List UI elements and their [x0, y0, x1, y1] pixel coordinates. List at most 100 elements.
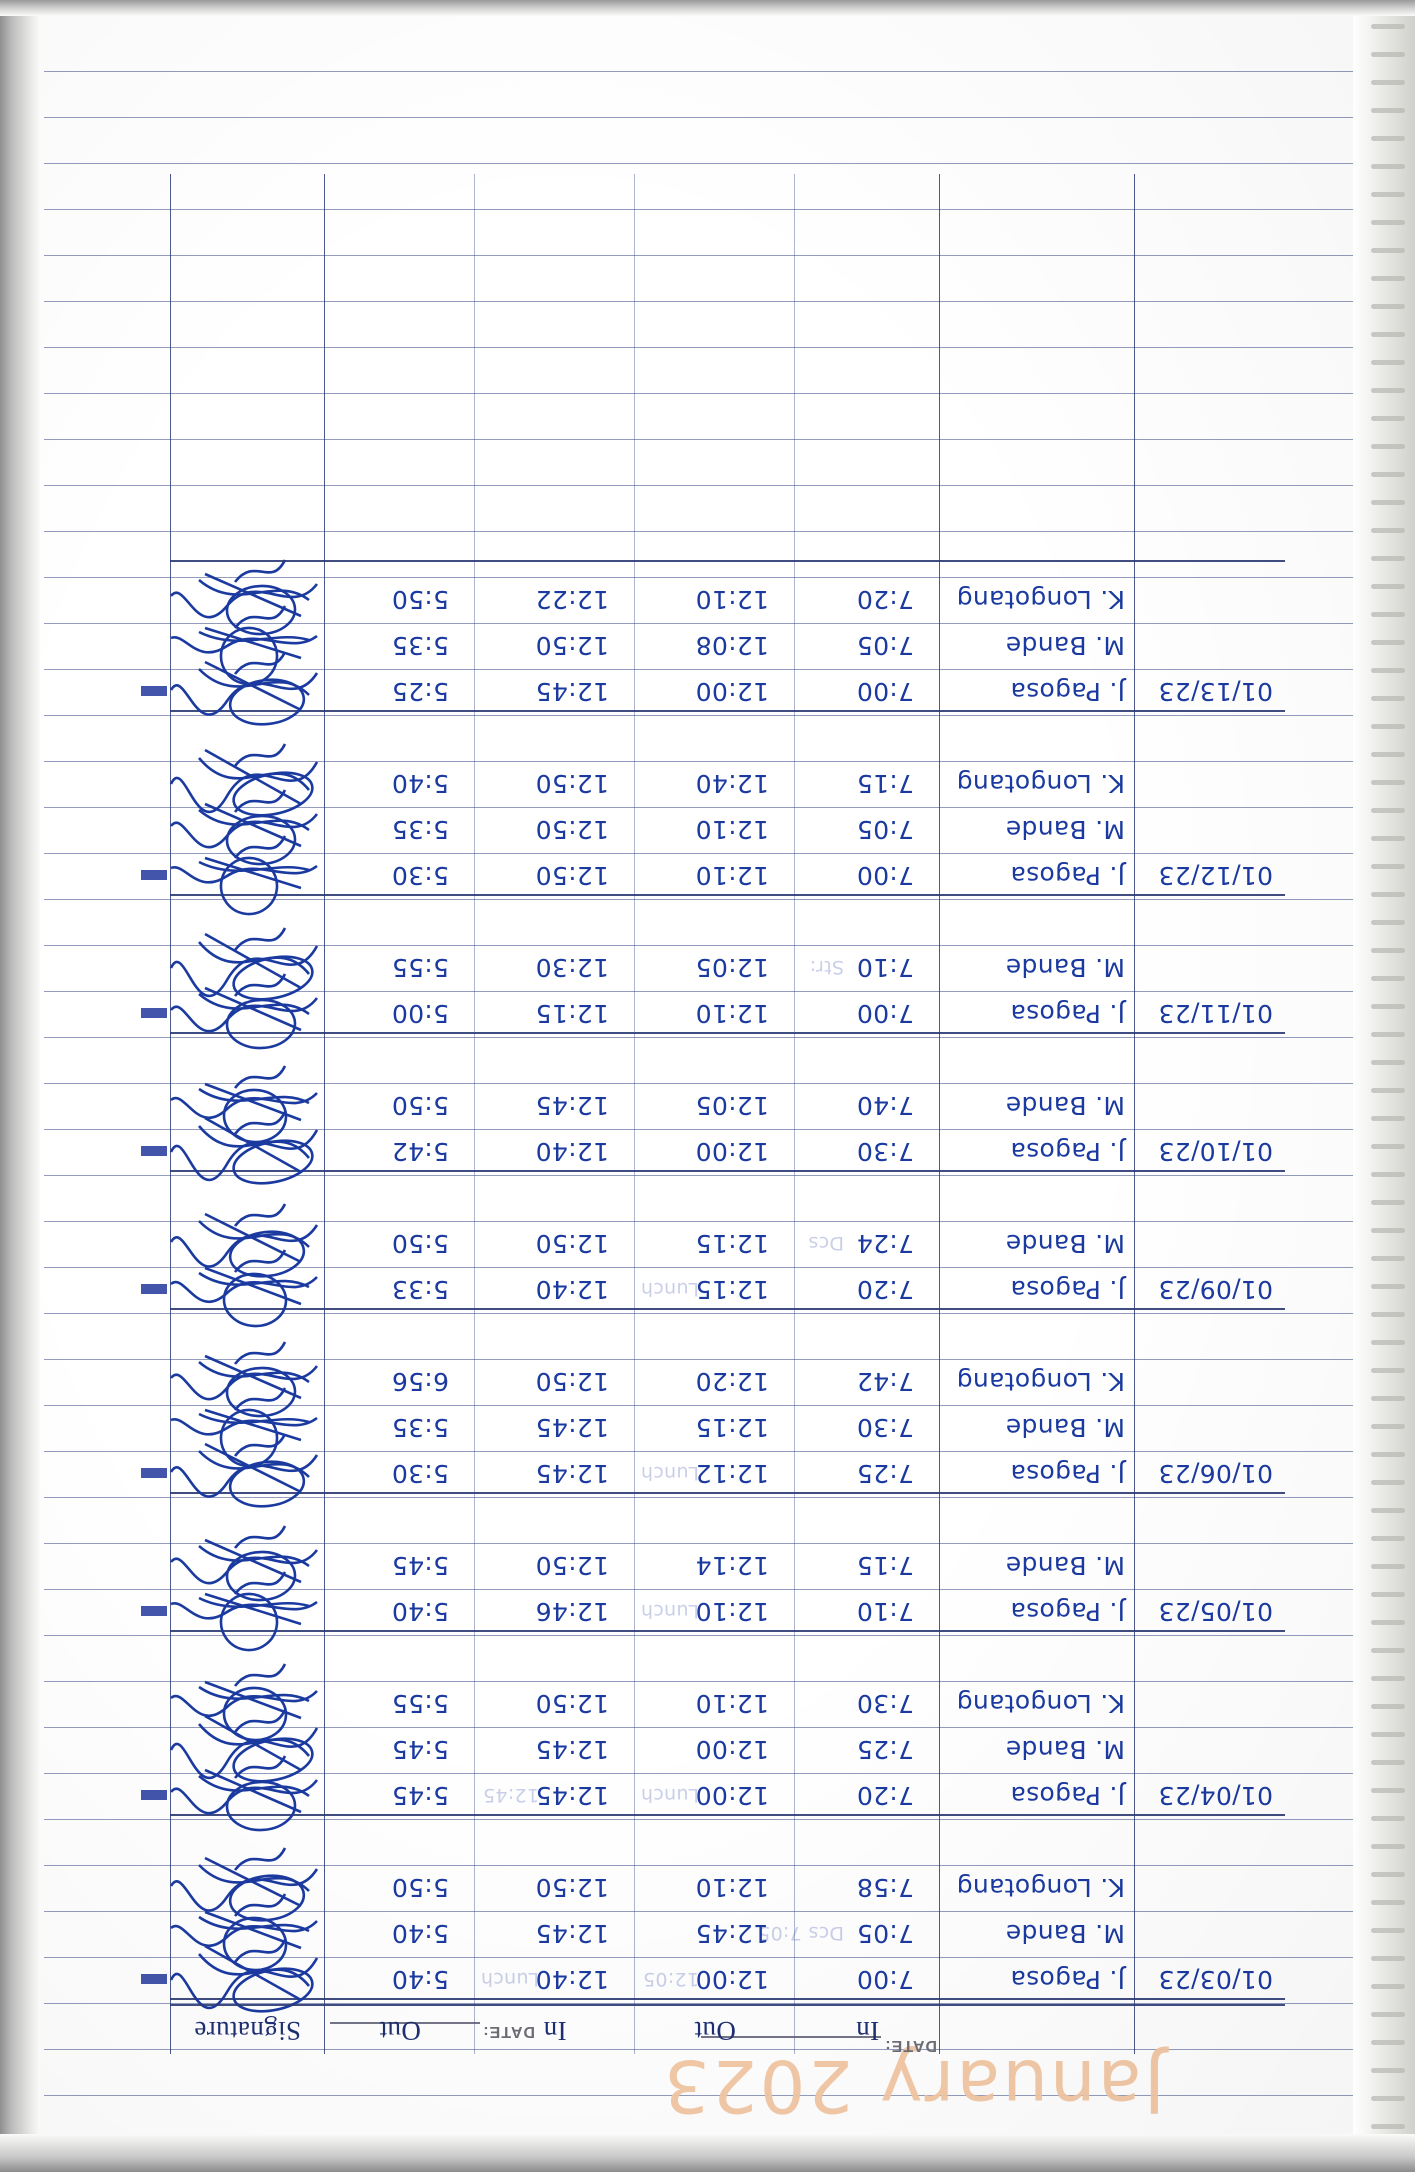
cell-date: 01/05/23: [1158, 1597, 1273, 1626]
cell-date: 01/12/23: [1158, 861, 1273, 890]
spiral-binding: [1353, 0, 1415, 2172]
cell-signature: [161, 824, 331, 916]
cell-signature: [161, 1514, 331, 1606]
cell-time-out: 12:15: [695, 1229, 769, 1258]
cell-employee-name: M. Bande: [1005, 1413, 1125, 1442]
cell-time-in: 12:30: [535, 953, 609, 982]
cell-time-in: 7:05: [856, 815, 914, 844]
cell-time-in: 7:25: [856, 1459, 914, 1488]
margin-mark: [141, 1606, 167, 1616]
cell-time-out: 5:40: [391, 1597, 449, 1626]
cell-employee-name: M. Bande: [1005, 1735, 1125, 1764]
cell-time-in: 12:45: [535, 1459, 609, 1488]
cell-annotation: Str:: [809, 956, 844, 978]
margin-mark: [141, 1284, 167, 1294]
cell-time-in: 7:15: [856, 1551, 914, 1580]
cell-annotation: Lunch: [640, 1600, 699, 1622]
row-separator: [170, 1308, 1285, 1310]
row-separator: [170, 1998, 1285, 2000]
cell-time-in: 7:10: [856, 953, 914, 982]
cell-time-in: 12:45: [535, 1413, 609, 1442]
cell-time-in: 12:50: [535, 1229, 609, 1258]
cell-time-in: 12:46: [535, 1597, 609, 1626]
cell-annotation: Dcs 7:05: [757, 1922, 844, 1944]
cell-signature: [161, 1238, 331, 1330]
cell-time-in: 12:50: [535, 861, 609, 890]
cell-time-in: 12:50: [535, 1689, 609, 1718]
cell-employee-name: J. Pagosa: [1010, 677, 1125, 706]
cell-employee-name: K. Longotang: [956, 585, 1125, 614]
cell-time-in: 12:40: [535, 1965, 609, 1994]
cell-time-in: 12:50: [535, 631, 609, 660]
cell-time-in: 12:40: [535, 1137, 609, 1166]
cell-employee-name: M. Bande: [1005, 1919, 1125, 1948]
cell-time-out: 5:45: [391, 1735, 449, 1764]
cell-time-out: 12:40: [695, 769, 769, 798]
cell-employee-name: M. Bande: [1005, 1091, 1125, 1120]
margin-mark: [141, 1146, 167, 1156]
cell-employee-name: K. Longotang: [956, 1689, 1125, 1718]
margin-mark: [141, 686, 167, 696]
cell-employee-name: M. Bande: [1005, 953, 1125, 982]
column-header-in-3: In: [543, 2016, 567, 2046]
row-separator: [170, 1170, 1285, 1172]
cell-time-out: 12:20: [695, 1367, 769, 1396]
cell-time-out: 12:10: [695, 1689, 769, 1718]
cell-employee-name: K. Longotang: [956, 1873, 1125, 1902]
cell-time-out: 5:00: [391, 999, 449, 1028]
cell-time-in: 12:45: [535, 677, 609, 706]
cell-signature: [161, 916, 331, 1008]
cell-time-in: 7:30: [856, 1413, 914, 1442]
cell-time-in: 7:20: [856, 1781, 914, 1810]
cell-time-out: 12:10: [695, 999, 769, 1028]
cell-signature: [161, 1652, 331, 1744]
cell-time-out: 12:00: [695, 677, 769, 706]
row-separator: [170, 560, 1285, 562]
cell-time-out: 5:50: [391, 1229, 449, 1258]
cell-time-in: 7:25: [856, 1735, 914, 1764]
cell-time-in: 7:20: [856, 1275, 914, 1304]
cell-employee-name: K. Longotang: [956, 1367, 1125, 1396]
cell-time-in: 7:42: [856, 1367, 914, 1396]
cell-signature: [161, 548, 331, 640]
cell-time-out: 5:35: [391, 631, 449, 660]
cell-time-out: 5:45: [391, 1551, 449, 1580]
cell-date: 01/09/23: [1158, 1275, 1273, 1304]
cell-employee-name: J. Pagosa: [1010, 1965, 1125, 1994]
header-underline: [170, 2004, 1285, 2006]
margin-mark: [141, 1008, 167, 1018]
cell-time-in: 7:20: [856, 585, 914, 614]
cell-signature: [161, 1054, 331, 1146]
cell-time-out: 5:40: [391, 769, 449, 798]
scan-top-edge: [0, 0, 1415, 16]
cell-time-out: 5:55: [391, 953, 449, 982]
cell-annotation: Dcs: [808, 1232, 844, 1254]
cell-annotation: Lunch: [640, 1278, 699, 1300]
table-header-row: In Out In Out Signature: [170, 2008, 1285, 2054]
cell-time-in: 12:45: [535, 1091, 609, 1120]
cell-signature: [161, 1928, 331, 2020]
cell-time-in: 7:05: [856, 1919, 914, 1948]
cell-time-out: 5:45: [391, 1781, 449, 1810]
cell-time-in: 12:50: [535, 1367, 609, 1396]
cell-signature: [161, 1100, 331, 1192]
cell-time-in: 7:40: [856, 1091, 914, 1120]
column-header-out-2: Out: [694, 2016, 736, 2046]
cell-time-in: 12:50: [535, 815, 609, 844]
cell-time-out: 5:55: [391, 1689, 449, 1718]
scan-left-edge: [0, 0, 40, 2172]
cell-time-out: 12:10: [695, 585, 769, 614]
cell-signature: [161, 732, 331, 824]
cell-employee-name: M. Bande: [1005, 1551, 1125, 1580]
cell-employee-name: J. Pagosa: [1010, 999, 1125, 1028]
cell-time-out: 5:50: [391, 585, 449, 614]
cell-employee-name: J. Pagosa: [1010, 1459, 1125, 1488]
cell-time-out: 12:10: [695, 1873, 769, 1902]
margin-mark: [141, 1790, 167, 1800]
cell-time-in: 12:15: [535, 999, 609, 1028]
row-separator: [170, 1630, 1285, 1632]
cell-time-in: 7:30: [856, 1137, 914, 1166]
